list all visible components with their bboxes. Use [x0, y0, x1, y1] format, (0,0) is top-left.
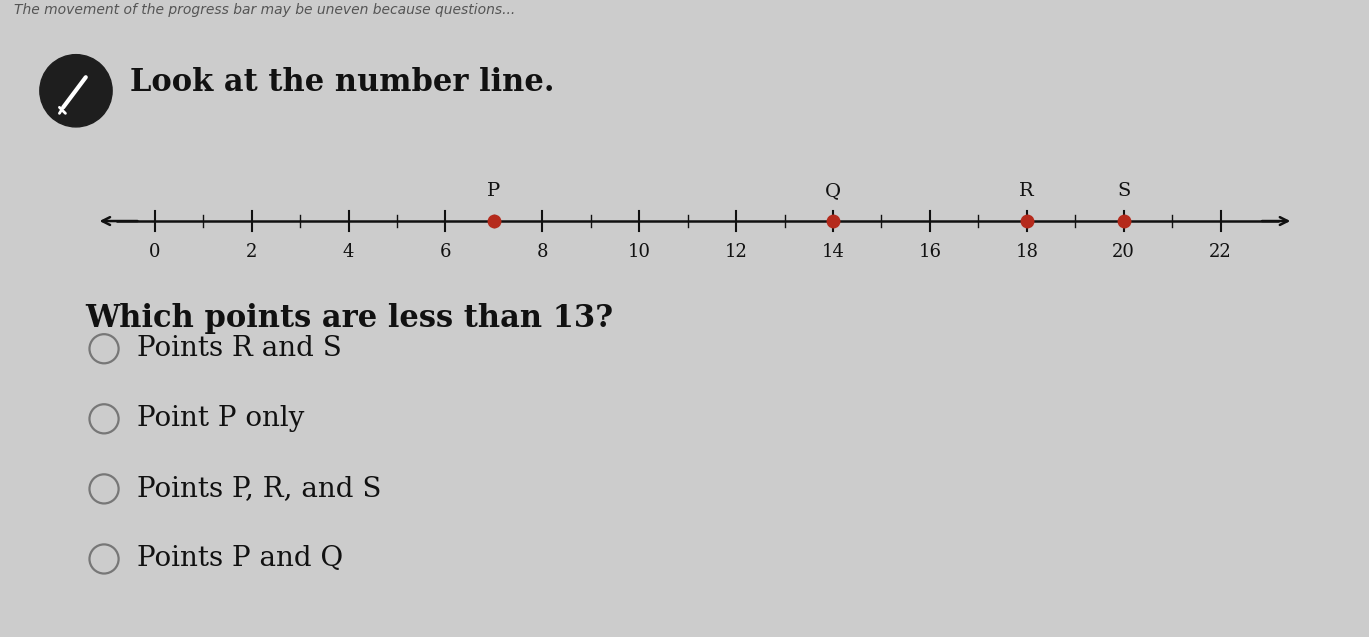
Text: Which points are less than 13?: Which points are less than 13?	[85, 303, 613, 334]
Text: Q: Q	[826, 182, 841, 200]
Circle shape	[40, 55, 112, 127]
Text: R: R	[1020, 182, 1034, 200]
Text: Point P only: Point P only	[137, 405, 304, 432]
Text: 16: 16	[919, 243, 942, 261]
Text: 8: 8	[537, 243, 548, 261]
Text: P: P	[487, 182, 501, 200]
Text: 2: 2	[246, 243, 257, 261]
Text: 4: 4	[342, 243, 355, 261]
Text: 18: 18	[1016, 243, 1038, 261]
Text: 22: 22	[1209, 243, 1232, 261]
Text: 0: 0	[149, 243, 160, 261]
Text: 6: 6	[439, 243, 452, 261]
Text: The movement of the progress bar may be uneven because questions...: The movement of the progress bar may be …	[14, 3, 515, 17]
Text: Points P, R, and S: Points P, R, and S	[137, 475, 382, 502]
Text: 12: 12	[724, 243, 747, 261]
Text: 14: 14	[821, 243, 845, 261]
Text: Look at the number line.: Look at the number line.	[130, 67, 554, 98]
Text: Points R and S: Points R and S	[137, 335, 342, 362]
Text: 20: 20	[1112, 243, 1135, 261]
Text: Points P and Q: Points P and Q	[137, 545, 344, 572]
Text: S: S	[1117, 182, 1131, 200]
Text: 10: 10	[628, 243, 650, 261]
